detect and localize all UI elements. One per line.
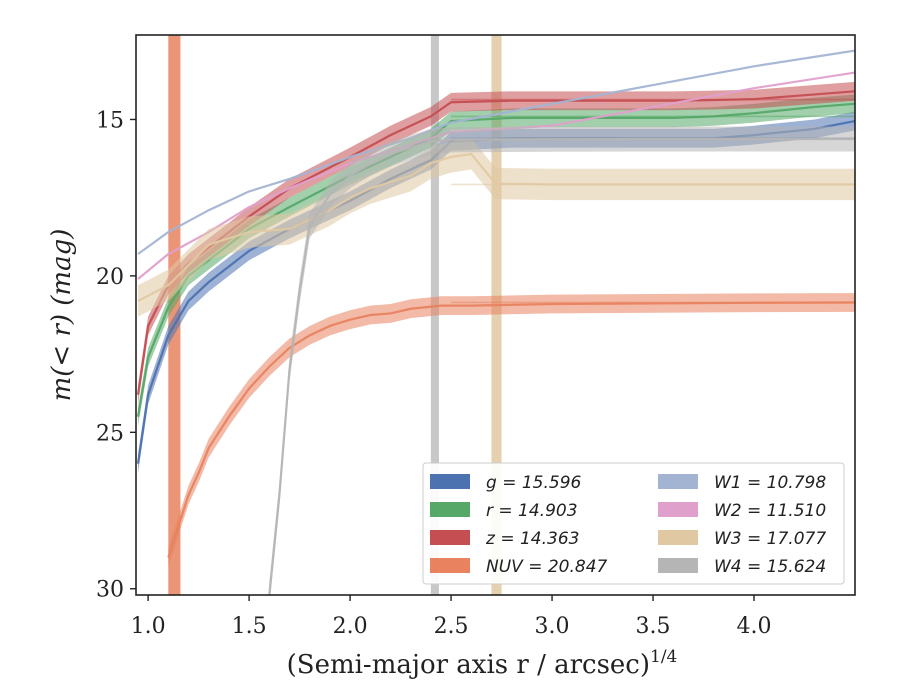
- x-tick-label: 1.5: [232, 614, 267, 639]
- y-tick-label: 15: [96, 108, 124, 133]
- legend-label-g: g = 15.596: [486, 473, 582, 493]
- legend-swatch-w1: [658, 474, 698, 489]
- x-tick-label: 1.0: [131, 614, 166, 639]
- legend-label-w1: W1 = 10.798: [714, 473, 826, 493]
- legend: g = 15.596 r = 14.903 z = 14.363 NUV = 20.8…: [422, 462, 845, 585]
- plot-frame: [135, 34, 856, 596]
- series-nuv: [167, 293, 855, 567]
- y-tick-label: 30: [96, 578, 124, 603]
- legend-label-z: z = 14.363: [485, 529, 579, 549]
- y-axis-label: m(< r) (mag): [47, 229, 77, 402]
- y-tick-label: 25: [96, 421, 124, 446]
- x-tick-label: 3.5: [636, 614, 671, 639]
- x-tick-label: 3.0: [535, 614, 570, 639]
- legend-swatch-w3: [658, 530, 698, 545]
- x-axis-label-text: (Semi-major axis r / arcsec): [287, 650, 650, 680]
- series-w4: [268, 126, 855, 595]
- x-axis-label-superscript: 1/4: [650, 647, 677, 667]
- legend-swatch-g: [430, 474, 470, 489]
- legend-swatch-w4: [658, 558, 698, 573]
- x-tick-label: 4.0: [737, 614, 772, 639]
- spike-w3: [491, 35, 502, 595]
- legend-label-w4: W4 = 15.624: [714, 557, 826, 577]
- series-w3: [137, 138, 855, 317]
- x-axis: 1.0 1.5 2.0 2.5 3.0 3.5 4.0: [131, 595, 772, 639]
- x-tick-label: 2.5: [434, 614, 469, 639]
- x-tick-label: 2.0: [333, 614, 368, 639]
- y-tick-label: 20: [96, 265, 124, 290]
- plot-area: [136, 35, 855, 595]
- legend-label-nuv: NUV = 20.847: [486, 557, 608, 577]
- spike-nuv: [168, 35, 181, 595]
- legend-swatch-z: [430, 530, 470, 545]
- legend-swatch-r: [430, 502, 470, 517]
- legend-label-r: r = 14.903: [486, 501, 578, 521]
- legend-swatch-nuv: [430, 558, 470, 573]
- band-w3: [138, 138, 855, 317]
- legend-box: [422, 462, 845, 585]
- legend-label-w2: W2 = 11.510: [714, 501, 826, 521]
- legend-label-w3: W3 = 17.077: [714, 529, 826, 549]
- legend-swatch-w2: [658, 502, 698, 517]
- y-axis: 15 20 25 30: [96, 108, 136, 603]
- line-nuv: [167, 301, 855, 558]
- x-axis-label: (Semi-major axis r / arcsec)1/4: [287, 647, 678, 680]
